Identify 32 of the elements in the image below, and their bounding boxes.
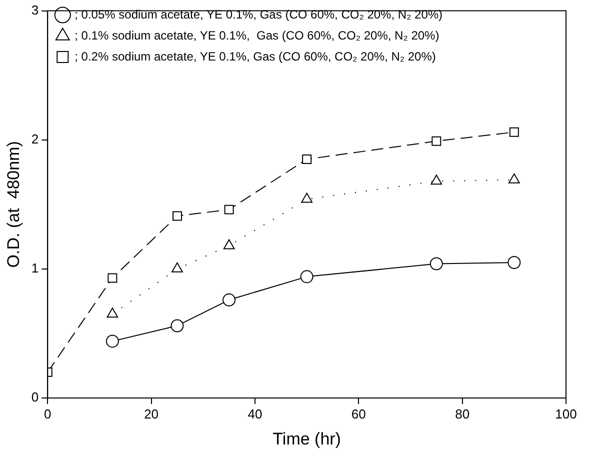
point: [224, 204, 234, 214]
point: [170, 319, 184, 332]
y-tick-label: 2: [31, 131, 39, 146]
y-tick-label: 1: [31, 260, 39, 276]
point: [509, 127, 519, 137]
x-tick-label: 20: [144, 406, 159, 422]
point: [302, 154, 312, 164]
point: [222, 293, 236, 306]
point: [106, 334, 119, 348]
point: [172, 211, 182, 221]
x-tick-label: 0: [44, 406, 52, 422]
y-tick-label: 3: [31, 2, 39, 18]
point: [508, 173, 520, 184]
point: [301, 192, 313, 203]
x-tick-label: 100: [555, 406, 577, 422]
x-tick-label: 80: [455, 406, 470, 422]
legend-label: ; 0.2% sodium acetate, YE 0.1%, Gas (CO 60%, CO₂ 20%, N₂ 20%): [74, 49, 436, 64]
point: [432, 136, 442, 146]
legend-label: ; 0.1% sodium acetate, YE 0.1%, Gas (CO 60%, CO₂ 20%, N₂ 20%): [74, 28, 440, 42]
point: [108, 273, 118, 283]
point: [223, 239, 235, 250]
x-tick-label: 40: [248, 406, 262, 422]
x-tick-label: 60: [351, 406, 366, 422]
point: [430, 174, 442, 185]
point: [106, 308, 118, 318]
point: [430, 257, 443, 270]
y-axis-title: O.D. (at 480nm): [4, 141, 23, 268]
point: [300, 270, 314, 284]
point: [172, 262, 183, 272]
x-axis-title: Time (hr): [272, 429, 341, 448]
y-tick-label: 0: [31, 390, 39, 405]
point: [508, 256, 521, 269]
